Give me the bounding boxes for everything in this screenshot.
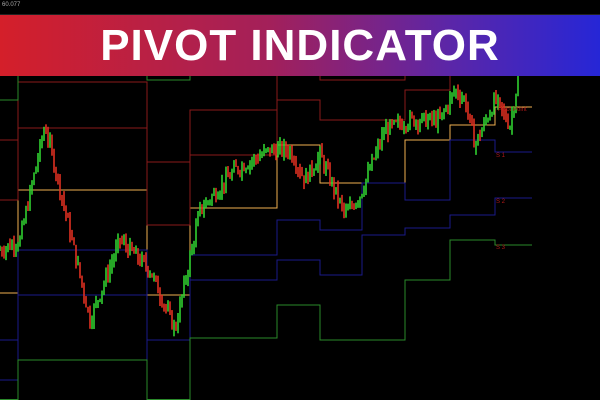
label-pivot: Pivot Point — [498, 107, 527, 113]
level-line-s2 — [0, 197, 532, 400]
chart-top-bar: 60.077 — [0, 0, 600, 15]
level-line-s1 — [0, 139, 532, 341]
label-s1: S 1 — [496, 153, 506, 159]
banner-title: PIVOT INDICATOR — [100, 20, 500, 70]
label-s3: S 3 — [496, 245, 506, 251]
label-s2: S 2 — [496, 199, 506, 205]
level-line-s3 — [0, 239, 532, 400]
price-readout: 60.077 — [2, 2, 21, 8]
level-line-r1 — [0, 59, 532, 226]
title-banner: PIVOT INDICATOR — [0, 15, 600, 76]
